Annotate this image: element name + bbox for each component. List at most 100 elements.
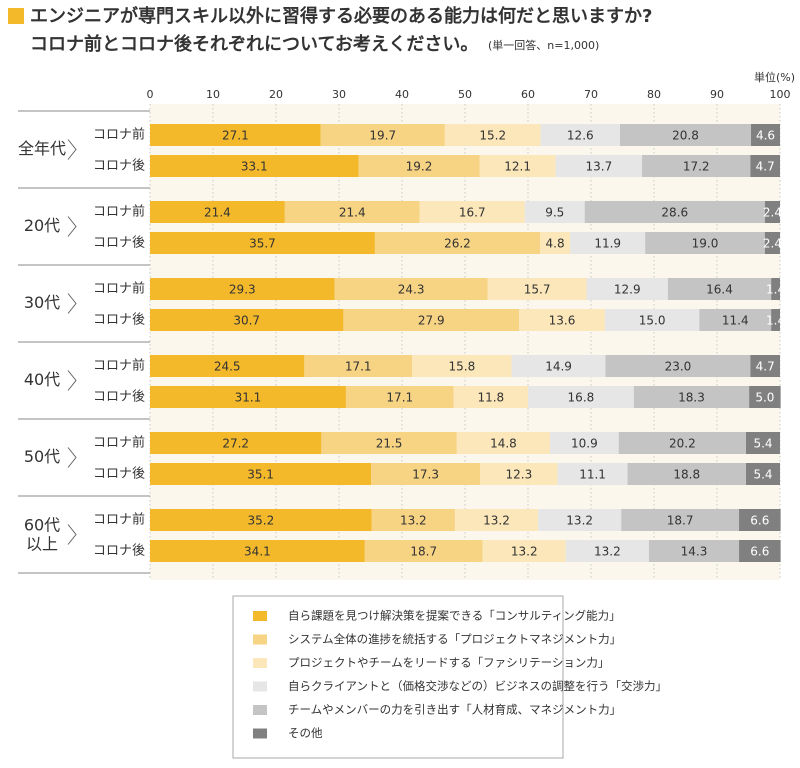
y-tick-label: コロナ前 bbox=[93, 435, 145, 451]
bar-segment bbox=[150, 463, 372, 485]
bar-segment bbox=[150, 386, 346, 408]
value-label: 21.4 bbox=[339, 206, 366, 220]
value-label: 19.2 bbox=[406, 160, 433, 174]
bar-segment bbox=[528, 386, 634, 408]
x-tick-label: 100 bbox=[770, 88, 791, 101]
bar-segment bbox=[750, 355, 780, 377]
value-label: 13.2 bbox=[594, 545, 621, 559]
bar-segment bbox=[555, 155, 643, 177]
bar-segment bbox=[364, 540, 483, 562]
group-label: 全年代 bbox=[18, 139, 66, 158]
bar-segment bbox=[745, 432, 780, 454]
x-tick-label: 30 bbox=[332, 88, 346, 101]
bar-segment bbox=[480, 463, 558, 485]
bar-segment bbox=[751, 124, 780, 146]
group-label-line: 60代 bbox=[24, 515, 60, 534]
legend-label: 自ら課題を見つけ解決策を提案できる「コンサルティング能力」 bbox=[288, 609, 621, 623]
y-tick-label: コロナ前 bbox=[93, 281, 145, 297]
bar-segment bbox=[412, 355, 512, 377]
value-label: 13.2 bbox=[566, 514, 593, 528]
value-label: 5.0 bbox=[755, 391, 774, 405]
value-label: 9.5 bbox=[545, 206, 564, 220]
bar-segment bbox=[771, 278, 780, 300]
bar-segment bbox=[320, 124, 445, 146]
value-label: 12.3 bbox=[506, 468, 533, 482]
bar-segment bbox=[584, 201, 765, 223]
bar-segment bbox=[627, 463, 746, 485]
bar-segment bbox=[771, 309, 780, 331]
group-bracket bbox=[67, 370, 77, 391]
group-bracket bbox=[67, 216, 77, 237]
y-tick-label: コロナ前 bbox=[93, 358, 145, 374]
value-label: 11.9 bbox=[594, 237, 621, 251]
value-label: 13.7 bbox=[586, 160, 613, 174]
legend-swatch bbox=[253, 728, 267, 739]
value-label: 4.6 bbox=[756, 129, 775, 143]
bar-segment bbox=[642, 155, 751, 177]
bar-segment bbox=[150, 201, 285, 223]
value-label: 15.8 bbox=[448, 360, 475, 374]
bar-segment bbox=[150, 432, 322, 454]
y-tick-label: コロナ後 bbox=[93, 544, 145, 559]
legend-swatch bbox=[253, 705, 267, 715]
legend-swatch bbox=[253, 658, 267, 668]
value-label: 18.7 bbox=[410, 545, 437, 559]
bar-segment bbox=[482, 540, 566, 562]
bar-segment bbox=[454, 509, 539, 531]
bar-segment bbox=[371, 509, 455, 531]
bar-segment bbox=[150, 540, 365, 562]
bar-segment bbox=[524, 201, 585, 223]
bar-segment bbox=[334, 278, 488, 300]
bar-segment bbox=[444, 124, 541, 146]
value-label: 14.3 bbox=[681, 545, 708, 559]
bar-segment bbox=[539, 232, 571, 254]
bar-segment bbox=[479, 155, 556, 177]
bar-segment bbox=[570, 232, 646, 254]
bar-segment bbox=[343, 309, 520, 331]
value-label: 35.1 bbox=[247, 468, 274, 482]
bar-segment bbox=[538, 509, 622, 531]
value-label: 19.0 bbox=[692, 237, 719, 251]
value-label: 15.7 bbox=[524, 283, 551, 297]
bar-segment bbox=[150, 509, 372, 531]
bar-segment bbox=[749, 386, 781, 408]
bar-segment bbox=[345, 386, 454, 408]
legend-box bbox=[232, 595, 564, 759]
bar-segment bbox=[371, 463, 481, 485]
x-tick-label: 60 bbox=[521, 88, 535, 101]
bar-segment bbox=[540, 124, 620, 146]
value-label: 1.4 bbox=[766, 314, 785, 328]
bar-segment bbox=[284, 201, 420, 223]
value-label: 1.4 bbox=[766, 283, 785, 297]
value-label: 29.3 bbox=[229, 283, 256, 297]
value-label: 19.7 bbox=[369, 129, 396, 143]
value-label: 30.7 bbox=[233, 314, 260, 328]
value-label: 13.2 bbox=[483, 514, 510, 528]
x-tick-label: 40 bbox=[395, 88, 409, 101]
x-tick-label: 20 bbox=[269, 88, 283, 101]
bar-segment bbox=[739, 540, 781, 562]
bar-segment bbox=[358, 155, 480, 177]
bar-segment bbox=[419, 201, 525, 223]
group-label: 50代 bbox=[24, 447, 60, 466]
bar-segment bbox=[645, 232, 765, 254]
value-label: 26.2 bbox=[444, 237, 471, 251]
group-bracket bbox=[67, 139, 77, 160]
bar-segment bbox=[150, 309, 344, 331]
value-label: 10.9 bbox=[571, 437, 598, 451]
value-label: 11.4 bbox=[722, 314, 749, 328]
value-label: 13.2 bbox=[511, 545, 538, 559]
group-bracket bbox=[67, 293, 77, 314]
bar-segment bbox=[764, 232, 780, 254]
value-label: 17.3 bbox=[412, 468, 439, 482]
bar-segment bbox=[487, 278, 587, 300]
bar-segment bbox=[619, 124, 752, 146]
value-label: 17.1 bbox=[386, 391, 413, 405]
legend-label: チームやメンバーの力を引き出す「人材育成、マネジメント力」 bbox=[288, 703, 621, 717]
x-tick-label: 10 bbox=[206, 88, 220, 101]
bar-segment bbox=[699, 309, 772, 331]
chart-title: エンジニアが専門スキル以外に習得する必要のある能力は何だと思いますか? bbox=[30, 5, 652, 27]
bar-segment bbox=[550, 432, 619, 454]
value-label: 17.1 bbox=[345, 360, 372, 374]
